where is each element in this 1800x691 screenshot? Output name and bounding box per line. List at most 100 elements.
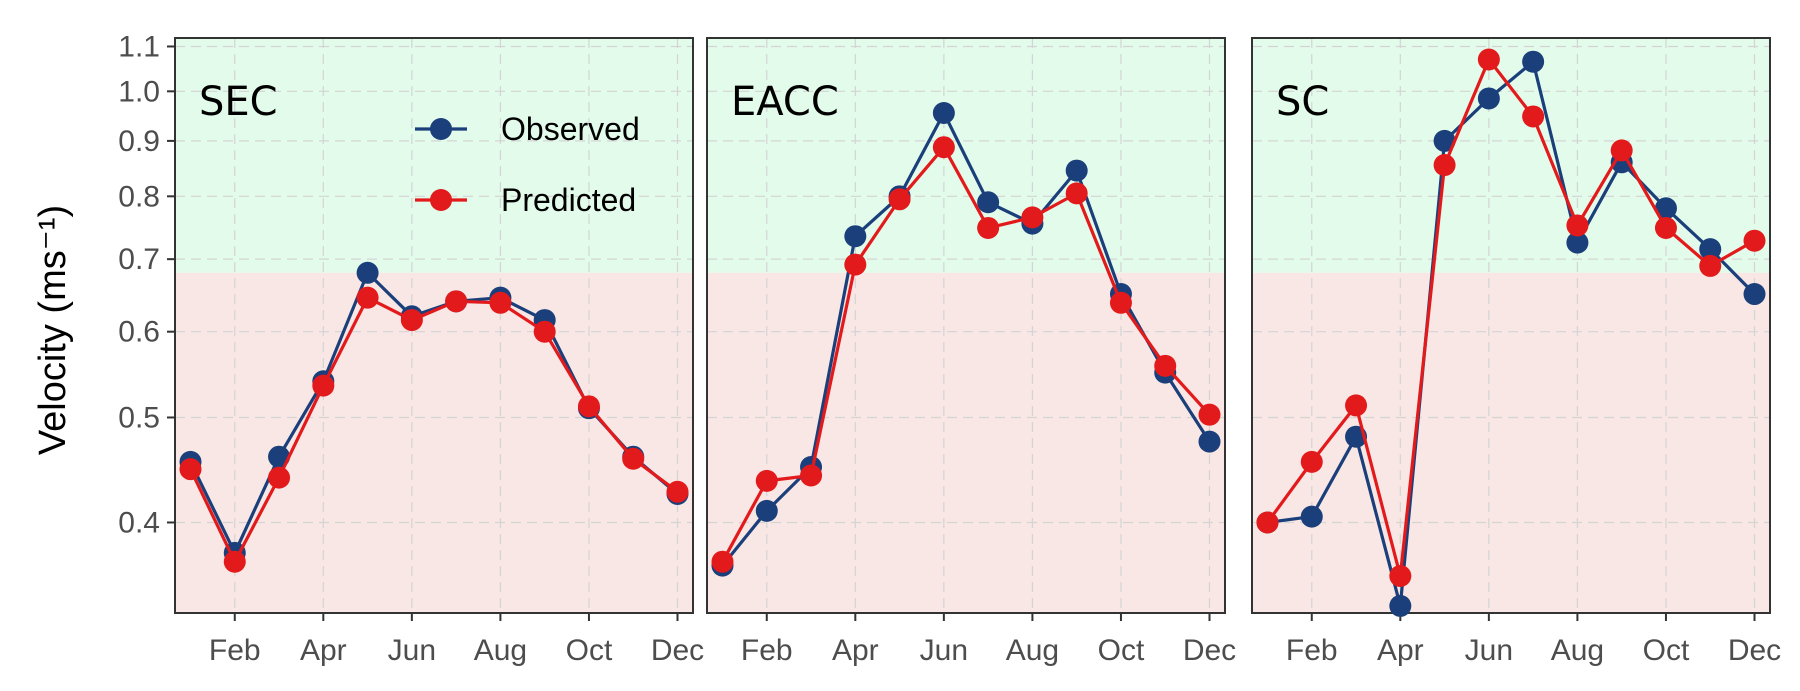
y-tick-label: 1.0	[118, 75, 160, 108]
y-tick-label: 0.4	[118, 506, 160, 539]
legend-entry-observed: Observed	[415, 111, 640, 147]
x-tick-label: Jun	[1465, 634, 1513, 667]
data-point	[356, 261, 379, 284]
legend-entry-predicted: Predicted	[415, 182, 636, 218]
panel-border	[174, 37, 694, 614]
data-point	[800, 464, 823, 487]
data-point	[1566, 231, 1589, 254]
data-point	[533, 320, 556, 343]
x-tick-label: Feb	[741, 634, 793, 667]
data-point	[179, 458, 202, 481]
series-predicted	[179, 286, 689, 573]
x-tick-label: Dec	[1183, 634, 1236, 667]
data-point	[844, 225, 867, 248]
data-point	[1610, 139, 1633, 162]
data-point	[1699, 254, 1722, 277]
y-tick-label: 0.5	[118, 401, 160, 434]
data-point	[666, 480, 689, 503]
x-tick-label: Oct	[566, 634, 613, 667]
data-point	[622, 447, 645, 470]
series-line	[189, 296, 679, 564]
data-point	[1389, 564, 1412, 587]
x-tick-label: Aug	[474, 634, 527, 667]
legend: Observed Predicted	[415, 111, 640, 218]
data-point	[1477, 48, 1500, 71]
data-point	[1699, 238, 1722, 261]
data-point	[445, 290, 468, 313]
data-point	[1477, 87, 1500, 110]
data-point	[932, 136, 955, 159]
data-point	[755, 469, 778, 492]
data-point	[1154, 354, 1177, 377]
data-point	[1566, 214, 1589, 237]
panel-sec: Feb Apr Jun Aug Oct Dec SEC	[174, 37, 704, 667]
x-tick-label: Oct	[1643, 634, 1690, 667]
data-point	[1021, 206, 1044, 229]
panels: Feb Apr Jun Aug Oct Dec SEC Feb Apr Jun Aug Oct Dec E…	[174, 37, 1781, 667]
data-point	[1433, 129, 1456, 152]
panel-label: EACC	[731, 79, 839, 125]
data-point	[844, 253, 867, 276]
data-point	[755, 499, 778, 522]
data-point	[1743, 283, 1766, 306]
x-tick-label: Jun	[388, 634, 436, 667]
x-tick-label: Jun	[920, 634, 968, 667]
below-threshold-band	[1252, 272, 1770, 613]
x-tick-label: Apr	[832, 634, 879, 667]
y-axis: 0.4 0.5 0.6 0.7 0.8 0.9 1.0 1.1	[118, 30, 175, 539]
legend-label: Observed	[501, 111, 640, 147]
data-point	[977, 191, 1000, 214]
data-point	[223, 550, 246, 573]
x-tick-label: Dec	[1728, 634, 1781, 667]
y-axis-label: Velocity (ms⁻¹)	[32, 205, 74, 455]
x-tick-label: Oct	[1098, 634, 1145, 667]
data-point	[1109, 291, 1132, 314]
panel-sc: Feb Apr Jun Aug Oct Dec SC	[1251, 37, 1781, 667]
y-tick-label: 0.8	[118, 180, 160, 213]
data-point	[1433, 154, 1456, 177]
y-tick-label: 1.1	[118, 30, 160, 63]
panel-eacc: Feb Apr Jun Aug Oct Dec EACC	[706, 37, 1236, 667]
x-tick-label: Aug	[1006, 634, 1059, 667]
data-point	[1256, 511, 1279, 534]
data-point	[1654, 216, 1677, 239]
below-threshold-band	[175, 272, 693, 613]
data-point	[1522, 50, 1545, 73]
data-point	[356, 286, 379, 309]
y-tick-label: 0.9	[118, 125, 160, 158]
above-threshold-band	[175, 38, 693, 273]
x-tick-label: Feb	[1286, 634, 1338, 667]
data-point	[711, 550, 734, 573]
data-point	[932, 101, 955, 124]
above-threshold-band	[1252, 38, 1770, 273]
data-point	[268, 466, 291, 489]
data-point	[1065, 182, 1088, 205]
series-predicted	[1256, 48, 1766, 587]
data-point	[1345, 394, 1368, 417]
y-tick-label: 0.7	[118, 243, 160, 276]
data-point	[1389, 594, 1412, 617]
data-point	[1522, 105, 1545, 128]
legend-label: Predicted	[501, 182, 636, 218]
panel-border	[706, 37, 1226, 614]
x-tick-label: Dec	[651, 634, 704, 667]
x-tick-label: Aug	[1551, 634, 1604, 667]
data-point	[268, 445, 291, 468]
data-point	[1198, 403, 1221, 426]
data-point	[977, 216, 1000, 239]
legend-marker	[430, 189, 452, 211]
data-point	[1300, 450, 1323, 473]
panel-border	[1251, 37, 1771, 614]
data-point	[1198, 430, 1221, 453]
data-point	[1743, 229, 1766, 252]
data-point	[489, 291, 512, 314]
panel-label: SEC	[199, 79, 278, 125]
x-tick-label: Feb	[209, 634, 261, 667]
y-tick-label: 0.6	[118, 316, 160, 349]
data-point	[400, 309, 423, 332]
x-tick-label: Apr	[1377, 634, 1424, 667]
data-point	[1300, 505, 1323, 528]
data-point	[888, 188, 911, 211]
below-threshold-band	[707, 272, 1225, 613]
data-point	[312, 374, 335, 397]
